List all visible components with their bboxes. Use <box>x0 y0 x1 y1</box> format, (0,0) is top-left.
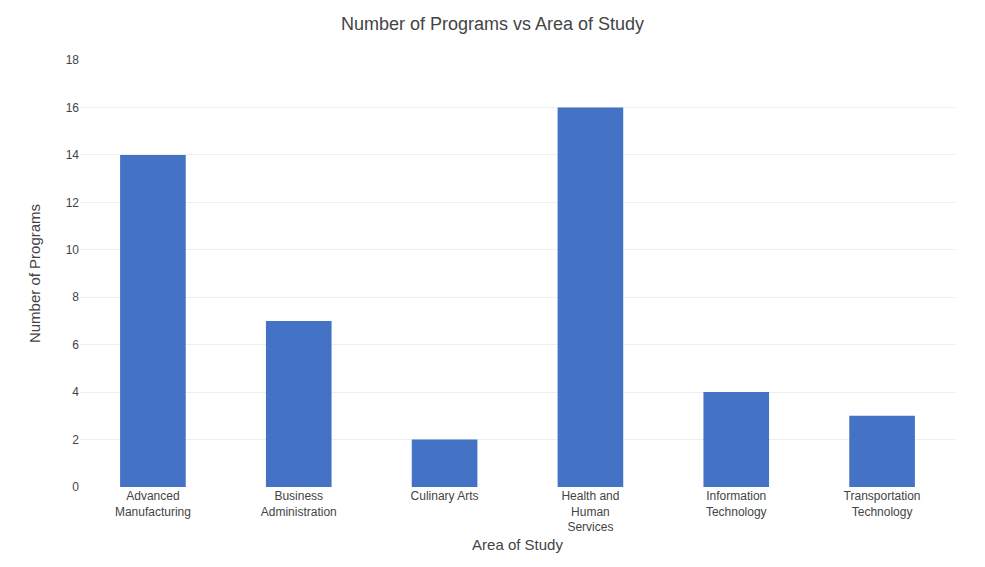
svg-text:0: 0 <box>72 480 79 494</box>
svg-text:10: 10 <box>66 243 80 257</box>
svg-text:18: 18 <box>66 53 80 67</box>
svg-text:12: 12 <box>66 196 80 210</box>
svg-text:AdvancedManufacturing: AdvancedManufacturing <box>115 489 191 519</box>
svg-text:InformationTechnology: InformationTechnology <box>706 489 767 519</box>
svg-text:8: 8 <box>72 290 79 304</box>
svg-text:6: 6 <box>72 338 79 352</box>
svg-text:14: 14 <box>66 148 80 162</box>
svg-text:Health andHumanServices: Health andHumanServices <box>561 489 619 534</box>
svg-text:TransportationTechnology: TransportationTechnology <box>844 489 921 519</box>
svg-text:4: 4 <box>72 385 79 399</box>
svg-text:BusinessAdministration: BusinessAdministration <box>261 489 337 519</box>
svg-text:Culinary Arts: Culinary Arts <box>411 489 479 503</box>
svg-text:16: 16 <box>66 101 80 115</box>
svg-text:2: 2 <box>72 433 79 447</box>
svg-text:Area of Study: Area of Study <box>472 536 563 553</box>
svg-text:Number of Programs: Number of Programs <box>26 204 43 343</box>
svg-text:Number of Programs vs Area of: Number of Programs vs Area of Study <box>341 14 644 34</box>
